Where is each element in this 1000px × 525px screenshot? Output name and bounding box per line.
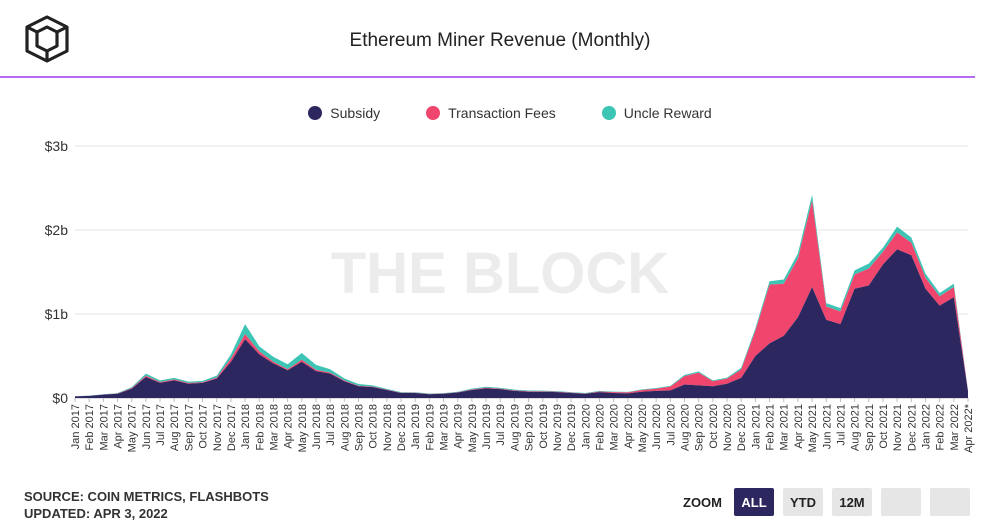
x-tick-label: Jun 2019 bbox=[481, 404, 493, 449]
chart-plot[interactable]: THE BLOCK $0$1b$2b$3b Jan 2017 Feb 2017 Ma… bbox=[0, 0, 1000, 488]
title-divider bbox=[0, 76, 975, 78]
legend-item-transaction-fees[interactable]: Transaction Fees bbox=[426, 105, 556, 121]
y-tick-label: $2b bbox=[45, 222, 69, 238]
x-tick-label: May 2018 bbox=[297, 404, 309, 452]
x-tick-label: Oct 2019 bbox=[538, 404, 550, 449]
x-tick-label: Feb 2017 bbox=[84, 404, 96, 450]
legend-item-uncle-reward[interactable]: Uncle Reward bbox=[601, 105, 712, 121]
x-tick-label: Jan 2017 bbox=[70, 404, 82, 449]
x-tick-label: Sep 2018 bbox=[353, 404, 365, 451]
area-series-subsidy[interactable] bbox=[75, 249, 968, 398]
x-tick-label: Apr 2017 bbox=[113, 404, 125, 449]
legend-label-uncle-reward: Uncle Reward bbox=[623, 105, 712, 121]
x-tick-label: Apr 2021 bbox=[793, 404, 805, 449]
x-tick-label: Aug 2021 bbox=[850, 404, 862, 451]
x-tick-label: Dec 2021 bbox=[906, 404, 918, 451]
x-tick-label: Aug 2020 bbox=[680, 404, 692, 451]
zoom-12m-button[interactable]: 12M bbox=[832, 488, 872, 516]
legend-label-transaction-fees: Transaction Fees bbox=[448, 105, 556, 121]
x-tick-label: Jan 2019 bbox=[410, 404, 422, 449]
x-tick-label: Jan 2018 bbox=[240, 404, 252, 449]
x-tick-label: Jan 2022 bbox=[920, 404, 932, 449]
x-tick-label: Aug 2018 bbox=[339, 404, 351, 451]
x-tick-label: Jul 2018 bbox=[325, 404, 337, 446]
x-tick-label: Oct 2021 bbox=[878, 404, 890, 449]
x-tick-label: Jun 2021 bbox=[821, 404, 833, 449]
x-tick-label: Oct 2018 bbox=[368, 404, 380, 449]
zoom-ytd-button[interactable]: YTD bbox=[783, 488, 823, 516]
legend-swatch-subsidy bbox=[308, 106, 323, 120]
zoom-extra-button-2[interactable] bbox=[930, 488, 970, 516]
x-tick-label: May 2017 bbox=[127, 404, 139, 452]
x-tick-label: Nov 2017 bbox=[212, 404, 224, 451]
zoom-controls: ZOOM ALL YTD 12M bbox=[683, 488, 979, 516]
x-tick-label: May 2019 bbox=[467, 404, 479, 452]
x-tick-label: Jul 2020 bbox=[665, 404, 677, 446]
legend-swatch-uncle-reward bbox=[601, 106, 616, 120]
x-tick-label: Feb 2021 bbox=[765, 404, 777, 450]
chart-title: Ethereum Miner Revenue (Monthly) bbox=[349, 30, 651, 51]
y-tick-label: $0 bbox=[52, 390, 68, 406]
x-tick-label: Jun 2020 bbox=[651, 404, 663, 449]
x-tick-label: Mar 2017 bbox=[98, 404, 110, 450]
x-tick-label: Jul 2019 bbox=[495, 404, 507, 446]
x-tick-label: Feb 2022 bbox=[935, 404, 947, 450]
x-tick-label: Mar 2020 bbox=[609, 404, 621, 450]
x-tick-label: Jan 2021 bbox=[750, 404, 762, 449]
the-block-logo-icon[interactable] bbox=[22, 14, 72, 64]
x-tick-label: Jun 2018 bbox=[311, 404, 323, 449]
x-tick-label: Dec 2018 bbox=[396, 404, 408, 451]
x-tick-label: Nov 2019 bbox=[552, 404, 564, 451]
area-series-transaction-fees[interactable] bbox=[75, 200, 968, 397]
legend-label-subsidy: Subsidy bbox=[330, 105, 381, 121]
x-tick-label: Jan 2020 bbox=[580, 404, 592, 449]
legend-item-subsidy[interactable]: Subsidy bbox=[308, 105, 380, 121]
x-tick-label: Dec 2020 bbox=[736, 404, 748, 451]
y-tick-label: $1b bbox=[45, 306, 69, 322]
x-tick-label: Dec 2019 bbox=[566, 404, 578, 451]
x-tick-label: Feb 2020 bbox=[594, 404, 606, 450]
x-tick-label: Sep 2021 bbox=[864, 404, 876, 451]
watermark-text: THE BLOCK bbox=[331, 241, 669, 306]
x-tick-label: Dec 2017 bbox=[226, 404, 238, 451]
x-tick-label: Nov 2020 bbox=[722, 404, 734, 451]
x-tick-label: Oct 2020 bbox=[708, 404, 720, 449]
zoom-all-button[interactable]: ALL bbox=[734, 488, 774, 516]
legend-swatch-transaction-fees bbox=[426, 106, 441, 120]
x-tick-label: Apr 2018 bbox=[283, 404, 295, 449]
x-tick-label: Mar 2018 bbox=[268, 404, 280, 450]
x-tick-label: Jul 2017 bbox=[155, 404, 167, 446]
x-tick-label: Mar 2022 bbox=[949, 404, 961, 450]
zoom-label: ZOOM bbox=[683, 494, 722, 510]
x-tick-label: May 2020 bbox=[637, 404, 649, 452]
x-tick-label: May 2021 bbox=[807, 404, 819, 452]
x-tick-label: Jun 2017 bbox=[141, 404, 153, 449]
chart-legend: Subsidy Transaction Fees Uncle Reward bbox=[0, 105, 1000, 121]
x-tick-label: Nov 2018 bbox=[382, 404, 394, 451]
x-tick-label: Nov 2021 bbox=[892, 404, 904, 451]
y-tick-label: $3b bbox=[45, 138, 69, 154]
x-tick-label: Apr 2020 bbox=[623, 404, 635, 449]
x-tick-label: Sep 2020 bbox=[694, 404, 706, 451]
x-tick-label: Apr 2022* bbox=[963, 403, 975, 453]
x-tick-label: Aug 2019 bbox=[509, 404, 521, 451]
x-tick-label: Feb 2018 bbox=[254, 404, 266, 450]
x-tick-label: Aug 2017 bbox=[169, 404, 181, 451]
source-text: SOURCE: COIN METRICS, FLASHBOTS bbox=[24, 489, 269, 504]
zoom-extra-button-1[interactable] bbox=[881, 488, 921, 516]
x-tick-label: Oct 2017 bbox=[198, 404, 210, 449]
x-tick-label: Sep 2019 bbox=[524, 404, 536, 451]
x-tick-label: Sep 2017 bbox=[183, 404, 195, 451]
source-note: SOURCE: COIN METRICS, FLASHBOTS UPDATED:… bbox=[24, 488, 269, 522]
x-tick-label: Mar 2021 bbox=[779, 404, 791, 450]
x-tick-label: Apr 2019 bbox=[453, 404, 465, 449]
x-tick-label: Jul 2021 bbox=[835, 404, 847, 446]
x-tick-label: Mar 2019 bbox=[439, 404, 451, 450]
x-tick-label: Feb 2019 bbox=[424, 404, 436, 450]
updated-text: UPDATED: APR 3, 2022 bbox=[24, 506, 168, 521]
